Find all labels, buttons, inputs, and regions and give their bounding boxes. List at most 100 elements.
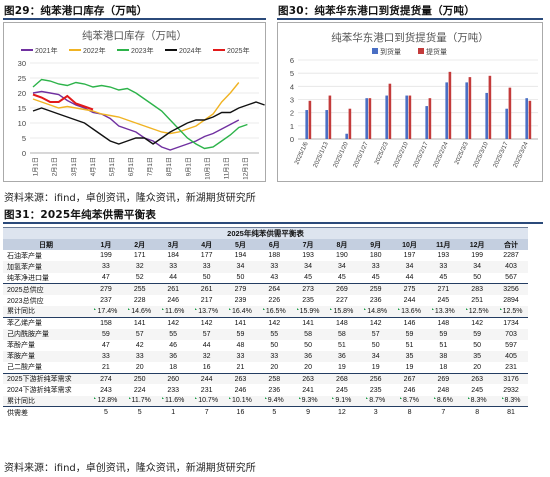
source-note-2: 资料来源：ifind，卓创资讯，隆众资讯，新湖期货研究所 xyxy=(4,463,256,474)
fig29-xtick: 5月1日 xyxy=(109,157,116,176)
table-row: 己内酰胺产量 59 57 55 57 59 55 58 58 57 59 59 59 703 xyxy=(3,328,528,340)
table-cell: 16 xyxy=(223,406,258,418)
table-cell: 18 xyxy=(157,362,190,373)
table-cell: 199 xyxy=(460,250,494,261)
table-cell: 7 xyxy=(189,406,224,418)
table-cell: 239 xyxy=(224,295,258,306)
cell-value: 245 xyxy=(471,386,483,394)
table-title: 2025年纯苯供需平衡表 xyxy=(3,227,528,239)
cell-value: 11.7% xyxy=(131,397,151,405)
cell-value: 50 xyxy=(202,274,211,282)
table-cell: 12.8% xyxy=(89,395,123,407)
header-cell: 4月 xyxy=(189,239,224,251)
header-cell: 1月 xyxy=(89,239,123,251)
fig30-chart-title: 纯苯华东港口到货提货量（万吨） xyxy=(331,32,489,44)
fig29-xtick: 2月1日 xyxy=(52,157,59,176)
table-cell: 57 xyxy=(122,328,157,340)
cell-value: 142 xyxy=(369,319,382,327)
cell-value: 283 xyxy=(471,286,483,294)
cell-value: 10.1% xyxy=(232,397,252,405)
fig29-ytick: 25 xyxy=(18,74,26,83)
cell-value: 567 xyxy=(505,274,517,282)
cell-value: 19 xyxy=(405,363,414,371)
table-cell: 241 xyxy=(291,384,325,395)
cell-value: 142 xyxy=(471,319,483,327)
green-flag-icon xyxy=(94,397,97,400)
table-row: 苯乙烯产量 158 141 142 142 141 142 141 148 142 146 148 14… xyxy=(3,316,528,329)
cell-value: 33 xyxy=(270,352,279,360)
cell-value: 246 xyxy=(167,297,180,305)
table-cell: 12 xyxy=(324,406,359,418)
cell-value: 9.3% xyxy=(301,397,318,405)
fig30-xtick: 2025/1/6 xyxy=(293,140,310,165)
table-cell: 3256 xyxy=(494,283,528,295)
cell-value: 260 xyxy=(167,375,180,383)
cell-value: 9.4% xyxy=(267,397,284,405)
table-cell: 8.3% xyxy=(460,395,495,407)
table-cell: 45 xyxy=(291,273,325,284)
cell-value: 45 xyxy=(337,274,346,282)
green-flag-icon xyxy=(264,397,267,400)
row-label: 累计同比 xyxy=(3,306,89,318)
cell-value: 142 xyxy=(200,319,213,327)
fig30-bar-pickup xyxy=(448,71,452,139)
table-cell: 15.8% xyxy=(324,306,359,318)
cell-value: 51 xyxy=(405,341,414,349)
table-cell: 236 xyxy=(359,295,393,306)
table-cell: 184 xyxy=(157,250,190,261)
table-header-row: 日期 1月 2月 3月 4月 5月 6月 7月 8月 9月 10月 11月 12月 合计 xyxy=(3,239,528,251)
table-cell: 57 xyxy=(358,328,393,340)
table-cell: 274 xyxy=(89,372,123,385)
cell-value: 231 xyxy=(505,363,517,371)
cell-value: 279 xyxy=(234,286,247,294)
green-flag-icon xyxy=(400,397,403,400)
row-label: 2023总供应 xyxy=(7,297,44,305)
table-cell: 246 xyxy=(224,384,258,395)
cell-value: 8.7% xyxy=(403,397,419,405)
cell-value: 142 xyxy=(167,319,180,327)
cell-value: 11.6% xyxy=(165,397,185,405)
table-cell: 3176 xyxy=(494,372,528,385)
table-cell: 258 xyxy=(257,372,292,385)
table-cell: 141 xyxy=(223,316,258,329)
table-cell: 231 xyxy=(190,384,224,395)
table-cell: 2287 xyxy=(494,250,528,261)
cell-value: 227 xyxy=(336,297,348,305)
fig30-xtick: 2025/2/17 xyxy=(412,140,430,168)
green-flag-icon xyxy=(229,397,232,400)
supply-demand-table: 2025年纯苯供需平衡表 日期 1月 2月 3月 4月 5月 6月 7月 8月 9月 10月 11月 1… xyxy=(3,227,528,418)
fig29-ytick: 20 xyxy=(18,89,26,98)
table-row: 石油苯产量 199 171 184 177 194 188 193 190 180 197 193 19… xyxy=(3,250,528,261)
table-cell: 11.6% xyxy=(156,395,190,407)
cell-value: 50 xyxy=(270,341,279,349)
cell-value: 45 xyxy=(304,274,312,282)
table-cell: 142 xyxy=(358,316,393,329)
cell-value: 243 xyxy=(100,386,112,394)
fig30-bar-arrival xyxy=(305,110,308,139)
cell-value: 34 xyxy=(236,263,245,271)
cell-value: 59 xyxy=(405,330,414,338)
table-cell: 58 xyxy=(324,328,359,340)
table-cell: 51 xyxy=(393,340,427,351)
cell-value: 11.6% xyxy=(165,307,185,315)
table-cell: 193 xyxy=(291,250,325,261)
cell-value: 597 xyxy=(505,341,517,349)
cell-value: 141 xyxy=(302,319,314,327)
table-cell: 81 xyxy=(494,406,528,418)
table-cell: 245 xyxy=(325,384,359,395)
table-cell: 51 xyxy=(426,340,460,351)
table-cell: 12.5% xyxy=(460,306,495,318)
cell-value: 263 xyxy=(234,375,247,383)
table-cell: 3 xyxy=(358,406,393,418)
cell-value: 246 xyxy=(234,386,247,394)
table-cell: 9.4% xyxy=(257,395,292,407)
table-row: 2024下游折纯苯需求 243 224 233 231 246 236 241 245 235 24… xyxy=(3,384,528,395)
table-cell: 50 xyxy=(359,340,393,351)
table-cell: 44 xyxy=(190,340,224,351)
table-cell: 52 xyxy=(123,273,157,284)
fig29-xtick: 1月1日 xyxy=(33,157,40,176)
cell-value: 1 xyxy=(171,409,176,417)
cell-value: 231 xyxy=(200,386,213,394)
cell-value: 21 xyxy=(102,363,110,371)
table-cell: 245 xyxy=(426,295,460,306)
